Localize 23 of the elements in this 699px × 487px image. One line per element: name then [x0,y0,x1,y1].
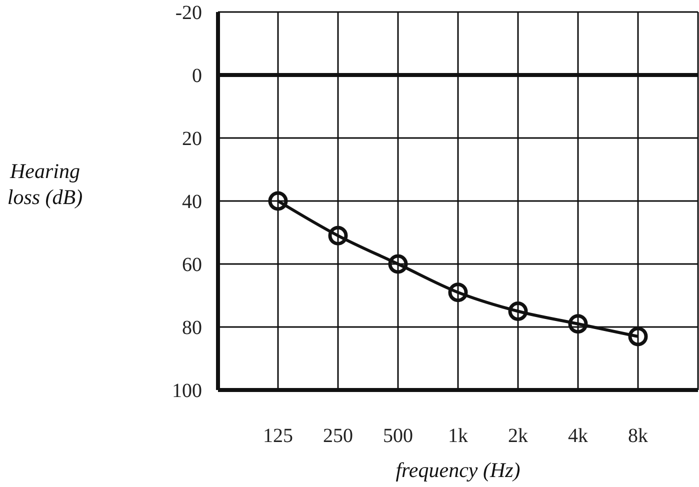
x-tick-label: 4k [568,425,588,447]
y-tick-label: 80 [182,317,202,339]
x-tick-label: 8k [628,425,648,447]
x-tick-label: 2k [508,425,528,447]
x-axis-title: frequency (Hz) [396,458,520,482]
x-tick-label: 250 [323,425,353,447]
point [628,326,648,346]
point [508,302,528,321]
y-tick-label: 60 [182,254,202,276]
point [328,226,348,246]
point [568,314,588,334]
y-axis-title: Hearing loss (dB) [7,159,83,209]
y-tick-label: 20 [182,128,202,150]
x-tick-label: 125 [263,425,293,447]
point [268,191,288,211]
y-tick-label: 100 [172,380,202,402]
point [448,282,468,302]
y-tick-label: 0 [192,65,202,87]
y-tick-label: 40 [182,191,202,213]
y-tick-label: -20 [175,2,202,24]
x-tick-label: 500 [383,425,413,447]
point [388,254,408,274]
x-tick-label: 1k [448,425,468,447]
